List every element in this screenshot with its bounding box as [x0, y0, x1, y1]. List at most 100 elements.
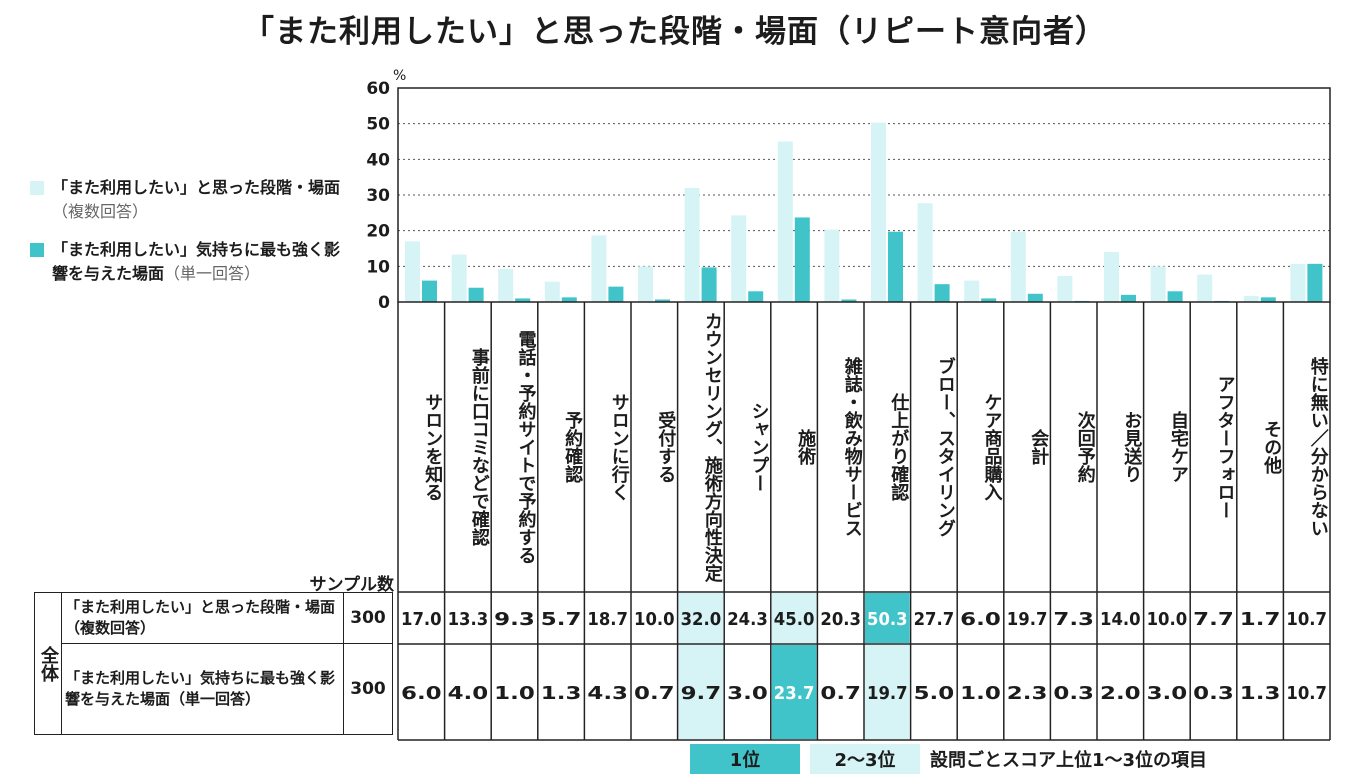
bar-multi	[684, 187, 700, 302]
y-axis-unit: %	[393, 68, 406, 84]
bar-single	[1167, 291, 1183, 302]
bar-single	[841, 299, 857, 302]
highlight-cell-single	[865, 645, 910, 739]
rank1-label: 1位	[690, 744, 800, 774]
highlight-cell-multi	[771, 593, 817, 643]
bar-multi	[1150, 266, 1166, 302]
bar-multi	[1010, 231, 1026, 302]
bar-multi	[498, 268, 514, 302]
category-label: 事前に口コミなどで確認	[468, 348, 490, 546]
legend-item-multi: 「また利用したい」と思った段階・場面 （複数回答）	[30, 176, 342, 224]
bar-multi	[405, 241, 420, 302]
value-cell-single: 1.0	[960, 683, 1001, 704]
bar-multi	[1243, 295, 1259, 302]
value-cell-single: 4.0	[448, 683, 489, 704]
bar-multi	[917, 203, 933, 302]
bar-single	[1027, 293, 1043, 302]
value-cell-multi: 45.0	[774, 609, 815, 630]
highlight-cell-multi	[678, 593, 724, 643]
category-label: ブロー、スタイリング	[934, 357, 956, 537]
bar-single	[1121, 294, 1136, 302]
rank-legend: 1位 2〜3位 設問ごとスコア上位1〜3位の項目	[690, 744, 1207, 774]
bar-multi	[871, 122, 886, 302]
value-cell-single: 2.3	[1007, 683, 1048, 704]
table-row-single: 「また利用したい」気持ちに最も強く影響を与えた場面（単一回答） 300	[35, 643, 393, 735]
y-tick-label: 40	[366, 150, 390, 170]
legend-label-single: 「また利用したい」気持ちに最も強く影響を与えた場面	[52, 240, 341, 283]
value-cell-multi: 5.7	[541, 609, 582, 630]
value-cell-single: 19.7	[867, 683, 908, 704]
bar-single	[655, 299, 670, 302]
bar-single	[468, 287, 484, 302]
chart-title: 「また利用したい」と思った段階・場面（リピート意向者）	[243, 14, 1107, 50]
value-cell-multi: 10.0	[634, 609, 675, 630]
bar-multi	[731, 215, 747, 302]
value-cell-single: 2.0	[1100, 683, 1141, 704]
category-label: その他	[1261, 420, 1283, 474]
value-cell-multi: 17.0	[401, 609, 442, 630]
value-cell-multi: 14.0	[1100, 609, 1141, 630]
legend-label-multi: 「また利用したい」と思った段階・場面	[52, 178, 341, 197]
value-cell-multi: 19.7	[1007, 609, 1048, 630]
highlight-cell-single	[771, 645, 817, 739]
y-tick-label: 0	[378, 293, 390, 313]
bar-single	[515, 298, 531, 302]
sample-count-header: サンプル数	[309, 575, 395, 595]
value-cell-multi: 1.7	[1240, 609, 1281, 630]
bar-single	[794, 217, 810, 302]
bar-multi	[591, 235, 607, 302]
y-tick-label: 10	[366, 257, 390, 277]
bar-single	[701, 267, 717, 302]
bar-multi	[824, 229, 840, 302]
row-label-multi: 「また利用したい」と思った段階・場面（複数回答）	[61, 592, 344, 644]
sample-count-single: 300	[343, 643, 393, 735]
category-label: シャンプー	[748, 402, 770, 492]
value-cell-multi: 20.3	[820, 609, 861, 630]
category-label: カウンセリング、施術方向性決定	[701, 312, 723, 582]
category-label: 電話・予約サイトで予約する	[515, 330, 537, 564]
legend-sub-single: （単一回答）	[164, 264, 261, 283]
category-label: 受付する	[655, 411, 677, 483]
value-cell-multi: 7.3	[1053, 609, 1094, 630]
value-cell-single: 0.7	[634, 683, 675, 704]
rank23-label: 2〜3位	[810, 744, 920, 774]
bar-multi	[1104, 252, 1119, 302]
bar-multi	[544, 281, 560, 302]
category-label: サロンを知る	[422, 393, 444, 501]
value-cell-multi: 32.0	[681, 609, 722, 630]
category-label: 予約確認	[562, 411, 584, 483]
legend-sub-multi: （複数回答）	[52, 202, 149, 221]
bar-multi	[1290, 263, 1306, 302]
bar-single	[981, 298, 997, 302]
legend-item-single: 「また利用したい」気持ちに最も強く影響を与えた場面（単一回答）	[30, 238, 342, 286]
table-row-multi: 全体 「また利用したい」と思った段階・場面（複数回答） 300	[34, 592, 393, 735]
y-tick-label: 60	[366, 79, 390, 99]
value-cell-single: 1.3	[1240, 683, 1281, 704]
y-tick-label: 50	[366, 115, 390, 135]
value-cell-single: 1.0	[494, 683, 535, 704]
bar-single	[608, 286, 624, 302]
value-cell-single: 0.7	[820, 683, 861, 704]
bar-multi	[964, 280, 980, 302]
bar-multi	[638, 266, 653, 302]
group-label: 全体	[34, 592, 62, 735]
value-cell-single: 1.3	[541, 683, 582, 704]
category-label: お見送り	[1121, 411, 1143, 483]
value-cell-single: 4.3	[587, 683, 628, 704]
value-cell-multi: 24.3	[727, 609, 768, 630]
sample-count-multi: 300	[343, 592, 393, 644]
category-label: サロンに行く	[608, 393, 630, 501]
bar-single	[1307, 263, 1323, 302]
value-cell-single: 9.7	[681, 683, 722, 704]
data-table: 全体 「また利用したい」と思った段階・場面（複数回答） 300 「また利用したい…	[34, 592, 393, 735]
bar-multi	[451, 254, 467, 302]
legend-swatch-single	[30, 243, 44, 257]
bar-single	[422, 280, 437, 302]
bar-single	[1260, 297, 1276, 302]
rank-note: 設問ごとスコア上位1〜3位の項目	[930, 750, 1208, 771]
value-cell-single: 23.7	[774, 683, 815, 704]
value-cell-multi: 10.7	[1286, 609, 1327, 630]
value-cell-single: 0.3	[1053, 683, 1094, 704]
value-cell-multi: 18.7	[587, 609, 628, 630]
